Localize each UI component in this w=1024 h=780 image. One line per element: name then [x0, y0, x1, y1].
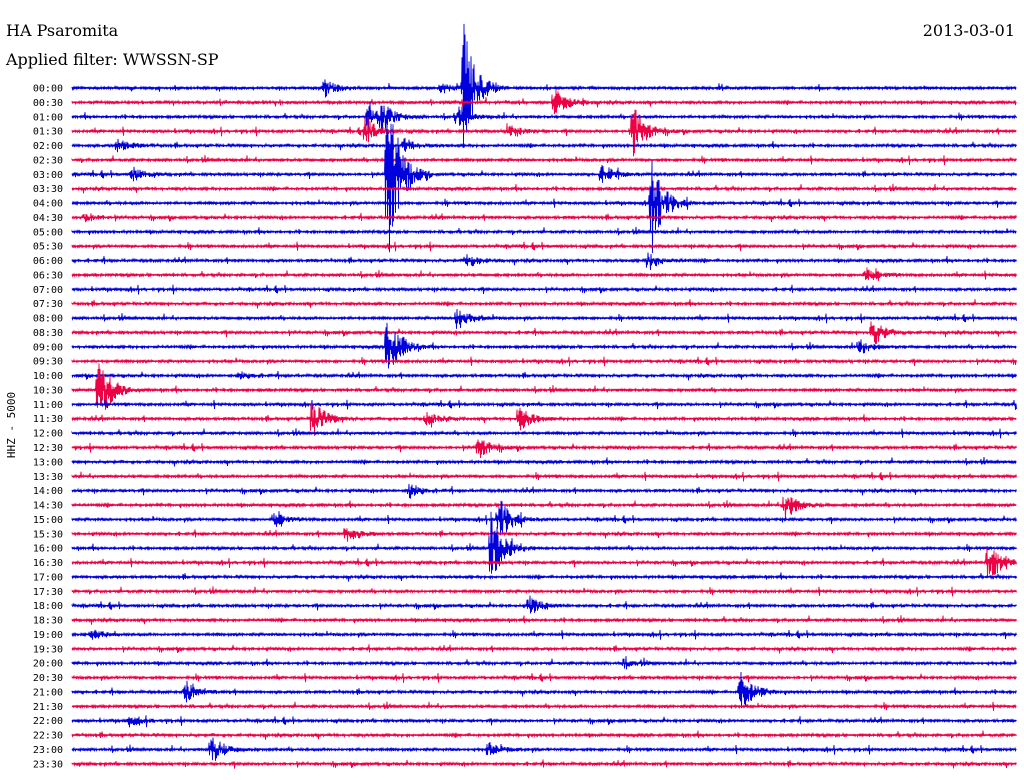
row-time-label: 19:00 [33, 630, 63, 641]
row-time-label: 23:00 [33, 745, 63, 756]
trace-line [71, 267, 1017, 281]
trace-line [71, 226, 1017, 236]
trace-line [71, 356, 1017, 367]
row-time-label: 18:30 [33, 616, 63, 627]
row-time-label: 21:30 [33, 702, 63, 713]
row-time-label: 01:00 [33, 112, 63, 123]
row-time-label: 04:00 [33, 199, 63, 210]
row-time-label: 03:00 [33, 170, 63, 181]
row-time-label: 04:30 [33, 213, 63, 224]
row-time-label: 19:30 [33, 644, 63, 655]
trace-line [71, 322, 1017, 369]
station-title: HA Psaromita [6, 21, 119, 40]
row-time-label: 12:00 [33, 429, 63, 440]
row-time-label: 01:30 [33, 127, 63, 138]
row-time-label: 08:00 [33, 314, 63, 325]
row-time-label: 15:30 [33, 529, 63, 540]
row-time-label: 06:30 [33, 270, 63, 281]
trace-line [71, 308, 1017, 329]
filter-label: Applied filter: WWSSN-SP [5, 50, 219, 69]
trace-group [71, 23, 1017, 769]
row-time-label: 13:30 [33, 472, 63, 483]
row-time-label: 20:00 [33, 659, 63, 670]
row-time-label: 14:30 [33, 501, 63, 512]
row-time-label: 10:00 [33, 371, 63, 382]
date-label: 2013-03-01 [923, 21, 1015, 40]
row-time-label: 17:30 [33, 587, 63, 598]
row-time-label: 09:00 [33, 342, 63, 353]
row-time-label: 09:30 [33, 357, 63, 368]
time-labels: 00:00 00:30 01:00 01:30 02:00 02:30 03:00 03:30… [33, 84, 63, 771]
trace-line [71, 528, 1017, 542]
trace-line [71, 511, 1017, 574]
row-time-label: 12:30 [33, 443, 63, 454]
trace-line [71, 109, 1017, 157]
row-time-label: 21:00 [33, 687, 63, 698]
row-time-label: 11:30 [33, 414, 63, 425]
row-time-label: 16:30 [33, 558, 63, 569]
row-time-label: 07:00 [33, 285, 63, 296]
row-time-label: 03:30 [33, 184, 63, 195]
row-time-label: 00:30 [33, 98, 63, 109]
trace-line [71, 321, 1017, 345]
row-time-label: 05:00 [33, 227, 63, 238]
trace-line [71, 88, 1017, 115]
row-time-label: 10:30 [33, 385, 63, 396]
row-time-label: 07:30 [33, 299, 63, 310]
trace-line [71, 439, 1017, 459]
trace-line [71, 595, 1017, 614]
row-time-label: 23:30 [33, 759, 63, 770]
row-time-label: 14:00 [33, 486, 63, 497]
row-time-label: 20:30 [33, 673, 63, 684]
row-time-label: 16:00 [33, 544, 63, 555]
row-time-label: 06:00 [33, 256, 63, 267]
row-time-label: 22:00 [33, 716, 63, 727]
row-time-label: 05:30 [33, 242, 63, 253]
y-axis-label: HHZ - 5000 [5, 392, 18, 458]
row-time-label: 17:00 [33, 572, 63, 583]
row-time-label: 15:00 [33, 515, 63, 526]
row-time-label: 22:30 [33, 731, 63, 742]
row-time-label: 18:00 [33, 601, 63, 612]
trace-line [71, 496, 1017, 521]
trace-line [71, 403, 1017, 436]
row-time-label: 00:00 [33, 84, 63, 95]
row-time-label: 02:30 [33, 155, 63, 166]
row-time-label: 08:30 [33, 328, 63, 339]
row-time-label: 02:00 [33, 141, 63, 152]
row-time-label: 11:00 [33, 400, 63, 411]
row-time-label: 13:00 [33, 457, 63, 468]
